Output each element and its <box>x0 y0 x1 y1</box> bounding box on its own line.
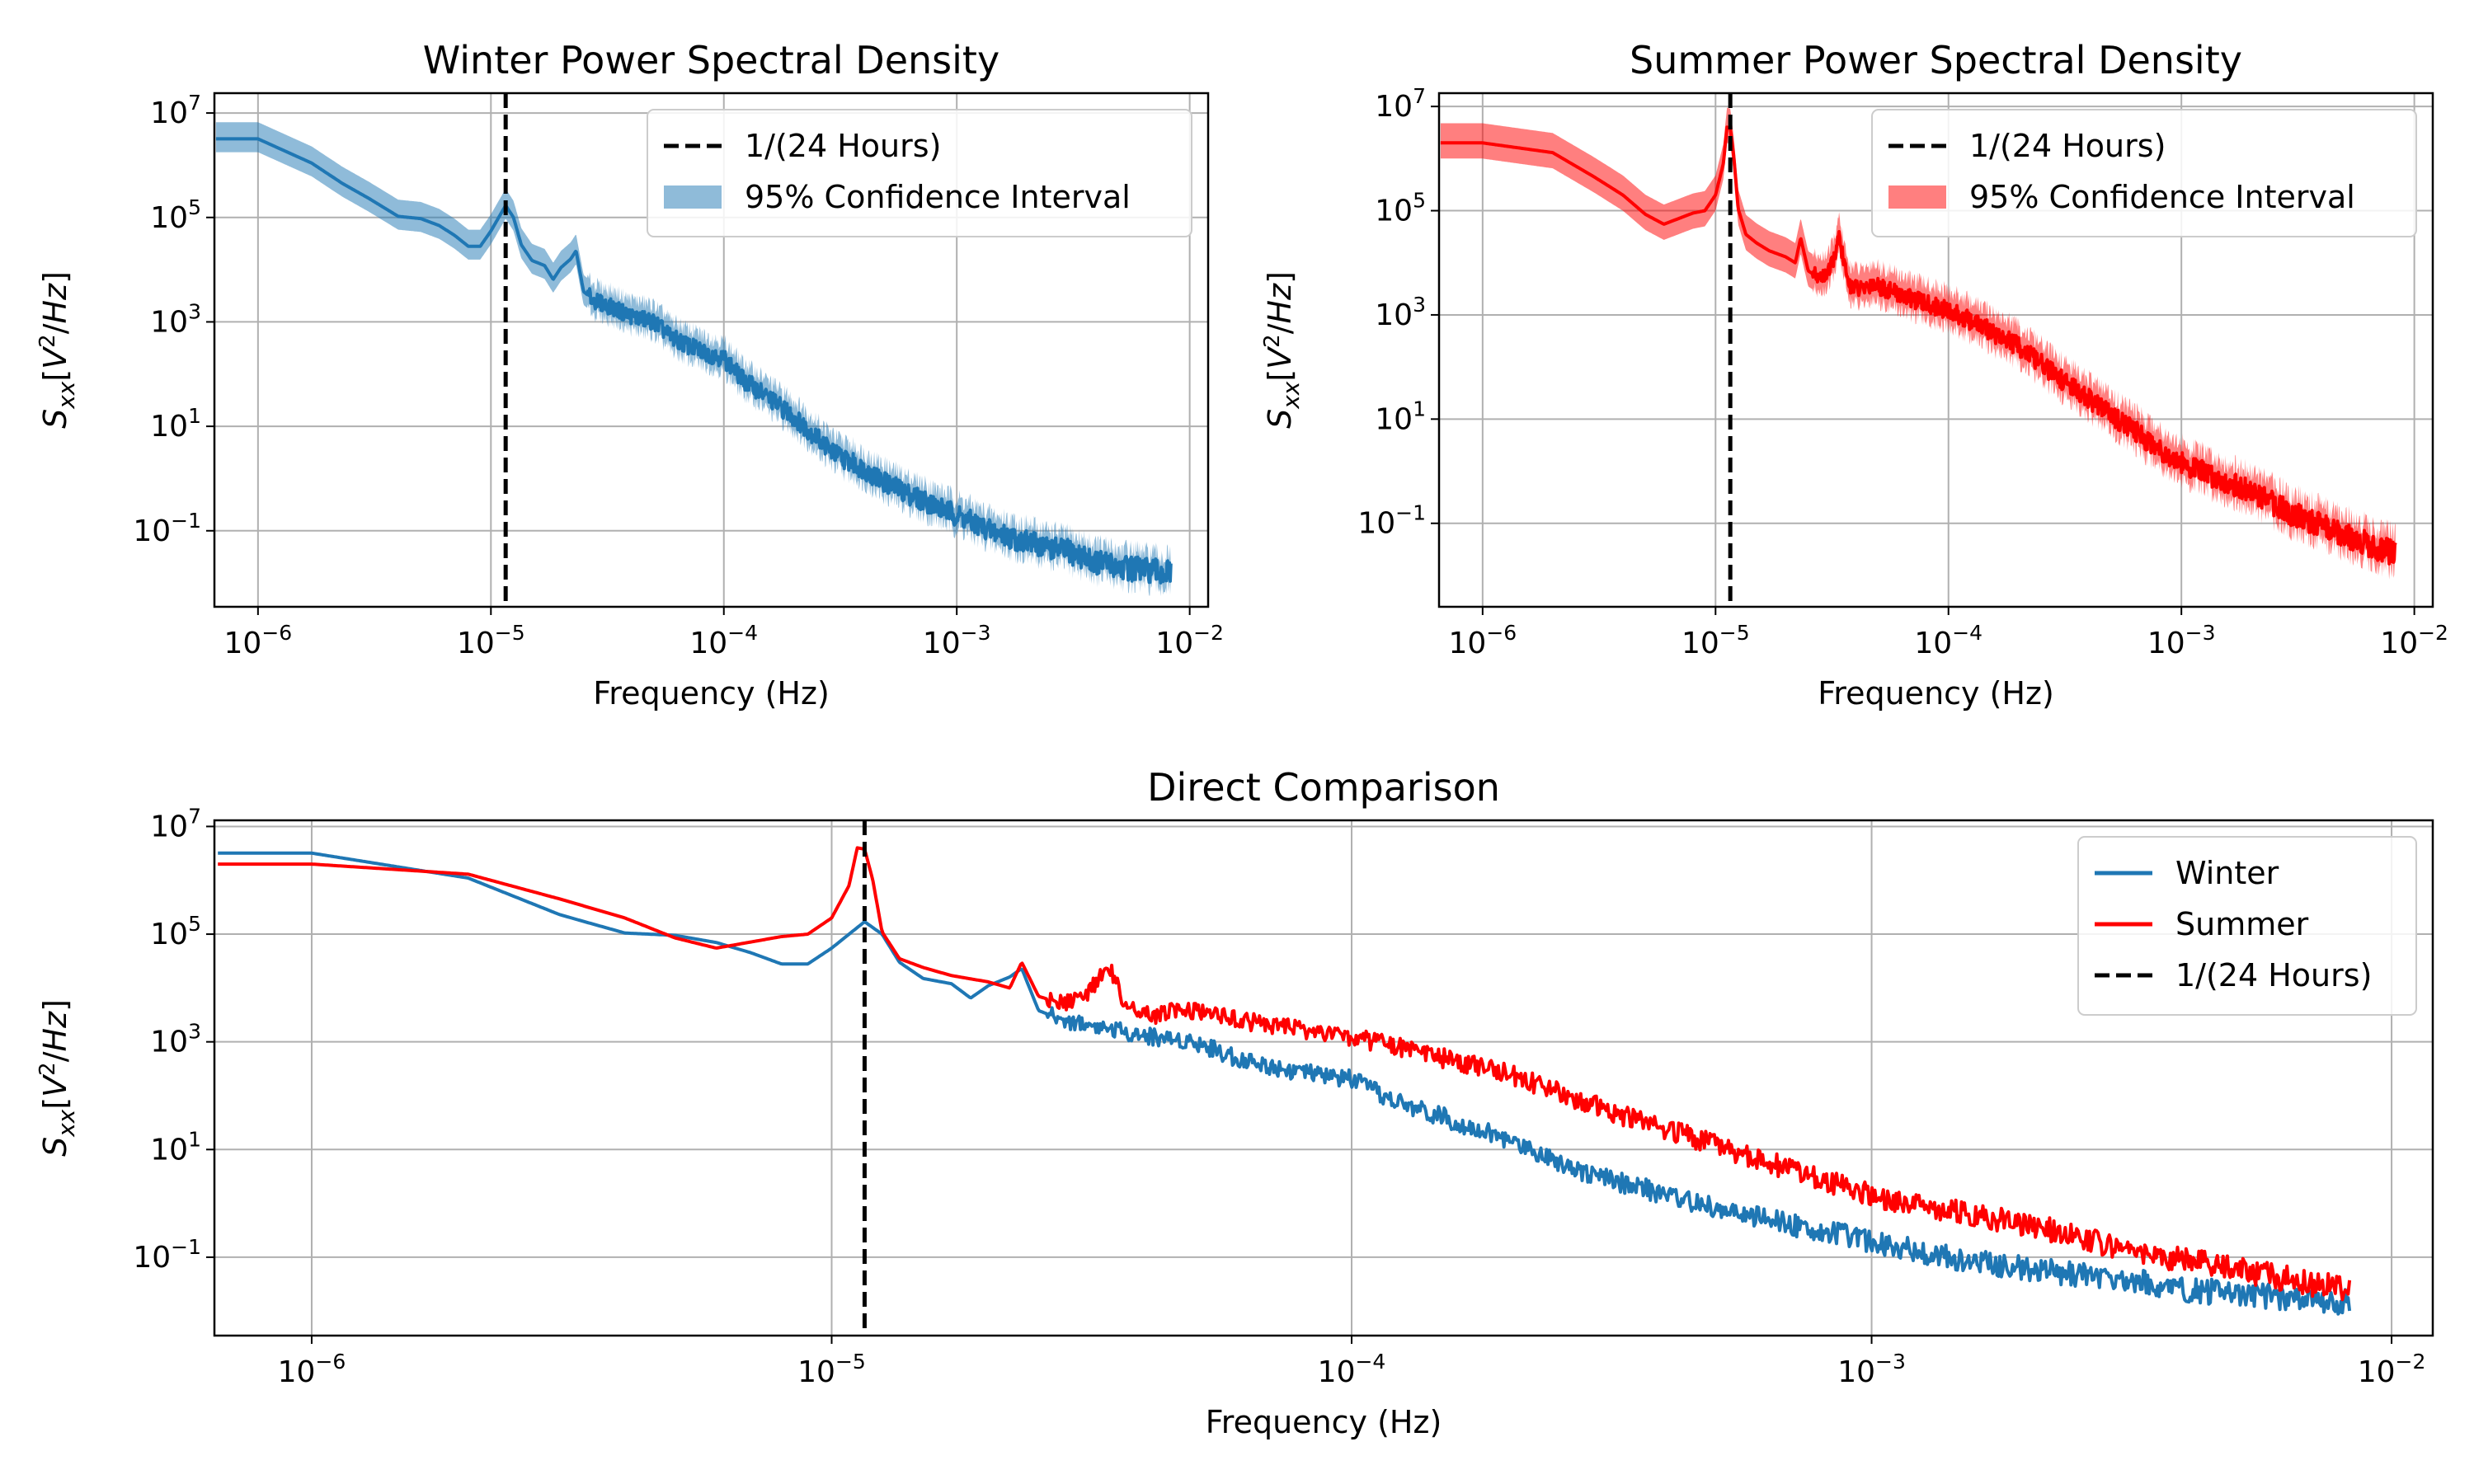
legend: Winter Summer 1/(24 Hours) <box>2077 836 2417 1016</box>
series-line-winter <box>214 137 1173 585</box>
y-tick-label: 107 <box>150 91 201 130</box>
y-tick-label: 101 <box>150 1127 201 1167</box>
x-axis-label: Frequency (Hz) <box>593 675 830 711</box>
series-line-summer <box>1439 125 2397 566</box>
y-axis-label: Sxx[V2/Hz] <box>1260 271 1305 429</box>
panel-summer: 10−6 10−5 10−4 10−3 10−2 10−1 101 103 105 107 Summ… <box>1260 38 2448 711</box>
plot-area <box>1439 93 2397 607</box>
x-tick-label: 10−4 <box>689 621 758 660</box>
x-axis-label: Frequency (Hz) <box>1206 1404 1442 1440</box>
legend-box <box>647 109 1192 237</box>
x-tick-label: 10−6 <box>224 621 293 660</box>
y-tick-label: 101 <box>150 404 201 444</box>
panel-comparison: 10−6 10−5 10−4 10−3 10−2 10−1 101 103 105 107 Dire… <box>35 765 2434 1440</box>
x-tick-label: 10−6 <box>1449 621 1517 660</box>
x-tick-label: 10−2 <box>2358 1350 2426 1389</box>
x-tick-label: 10−4 <box>1318 1350 1386 1389</box>
x-tick-label: 10−2 <box>2380 621 2448 660</box>
legend-label: 1/(24 Hours) <box>1969 128 2166 164</box>
x-tick-label: 10−5 <box>1681 621 1750 660</box>
y-tick-label: 105 <box>150 912 201 951</box>
legend-swatch-band <box>664 186 722 209</box>
legend-box <box>1871 109 2417 237</box>
y-tick-label: 103 <box>1375 293 1426 332</box>
x-tick-label: 10−6 <box>278 1350 346 1389</box>
plot-area <box>214 93 1173 607</box>
legend: 1/(24 Hours) 95% Confidence Interval <box>1871 109 2417 237</box>
x-axis-label: Frequency (Hz) <box>1818 675 2054 711</box>
legend-swatch-band <box>1888 186 1946 209</box>
x-tick-label: 10−3 <box>923 621 991 660</box>
panel-winter: 10−6 10−5 10−4 10−3 10−2 10−1 101 103 105 107 Wint… <box>35 38 1224 711</box>
chart-title: Direct Comparison <box>1147 765 1500 810</box>
x-tick-label: 10−3 <box>1837 1350 1906 1389</box>
x-tick-label: 10−4 <box>1914 621 1982 660</box>
x-tick-label: 10−2 <box>1155 621 1224 660</box>
legend: 1/(24 Hours) 95% Confidence Interval <box>647 109 1192 237</box>
chart-title: Winter Power Spectral Density <box>423 38 999 82</box>
confidence-band <box>1440 107 2396 580</box>
legend-label: Winter <box>2175 855 2279 891</box>
y-tick-label: 10−1 <box>133 1235 201 1275</box>
series-line-winter <box>217 851 2352 1316</box>
y-tick-label: 105 <box>150 195 201 235</box>
y-axis-label: Sxx[V2/Hz] <box>35 271 80 429</box>
y-tick-label: 10−1 <box>1357 501 1426 541</box>
y-tick-label: 105 <box>1375 189 1426 228</box>
y-tick-label: 103 <box>150 1020 201 1059</box>
legend-label: 95% Confidence Interval <box>1969 179 2355 215</box>
chart-title: Summer Power Spectral Density <box>1630 38 2242 82</box>
y-tick-label: 107 <box>1375 84 1426 124</box>
axes-frame <box>1437 92 2434 608</box>
legend-box <box>2077 836 2417 1016</box>
axes-frame <box>213 92 1210 608</box>
y-tick-label: 107 <box>150 804 201 843</box>
y-tick-label: 103 <box>150 299 201 339</box>
legend-label: 1/(24 Hours) <box>745 128 941 164</box>
x-tick-label: 10−5 <box>797 1350 866 1389</box>
confidence-band <box>215 122 1171 597</box>
x-tick-label: 10−3 <box>2147 621 2216 660</box>
plot-area <box>217 820 2352 1336</box>
axes-frame <box>213 819 2434 1337</box>
legend-label: 1/(24 Hours) <box>2175 957 2372 993</box>
y-tick-label: 10−1 <box>133 509 201 548</box>
series-line-summer <box>217 846 2352 1302</box>
legend-label: Summer <box>2175 906 2309 942</box>
y-tick-label: 101 <box>1375 397 1426 436</box>
x-tick-label: 10−5 <box>457 621 525 660</box>
legend-label: 95% Confidence Interval <box>745 179 1131 215</box>
y-axis-label: Sxx[V2/Hz] <box>35 999 80 1157</box>
